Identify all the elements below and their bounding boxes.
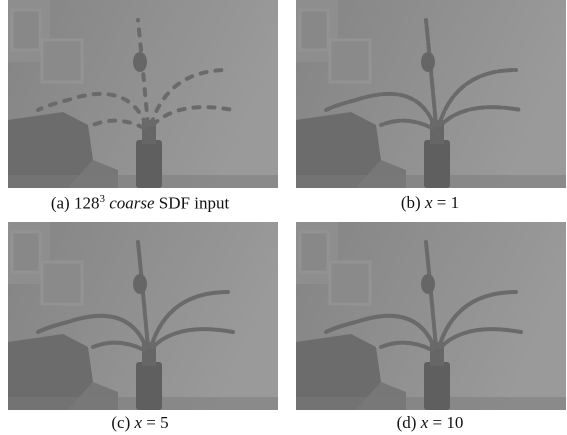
- caption: (c) x = 5: [0, 413, 280, 433]
- caption-number: 128: [74, 194, 100, 213]
- caption: (d) x = 10: [290, 413, 567, 433]
- caption-exponent: 3: [99, 193, 105, 205]
- caption-variable: x: [425, 193, 433, 212]
- caption-text: = 1: [437, 193, 459, 212]
- caption-text: = 10: [433, 413, 464, 432]
- caption-label: (b): [401, 193, 421, 212]
- caption-text: SDF input: [159, 194, 229, 213]
- caption-label: (a): [51, 194, 70, 213]
- caption-variable: x: [134, 413, 142, 432]
- caption: (b) x = 1: [290, 193, 567, 213]
- caption-label: (c): [111, 413, 130, 432]
- result-image: [8, 222, 278, 410]
- coarse-input-image: [8, 0, 278, 188]
- caption: (a) 1283 coarse SDF input: [0, 193, 280, 214]
- caption-label: (d): [397, 413, 417, 432]
- figure: (a) 1283 coarse SDF input (b) x = 1 (c) …: [0, 0, 567, 435]
- caption-emphasis: coarse: [109, 194, 154, 213]
- result-image: [296, 0, 566, 188]
- caption-variable: x: [421, 413, 429, 432]
- caption-text: = 5: [146, 413, 168, 432]
- result-image: [296, 222, 566, 410]
